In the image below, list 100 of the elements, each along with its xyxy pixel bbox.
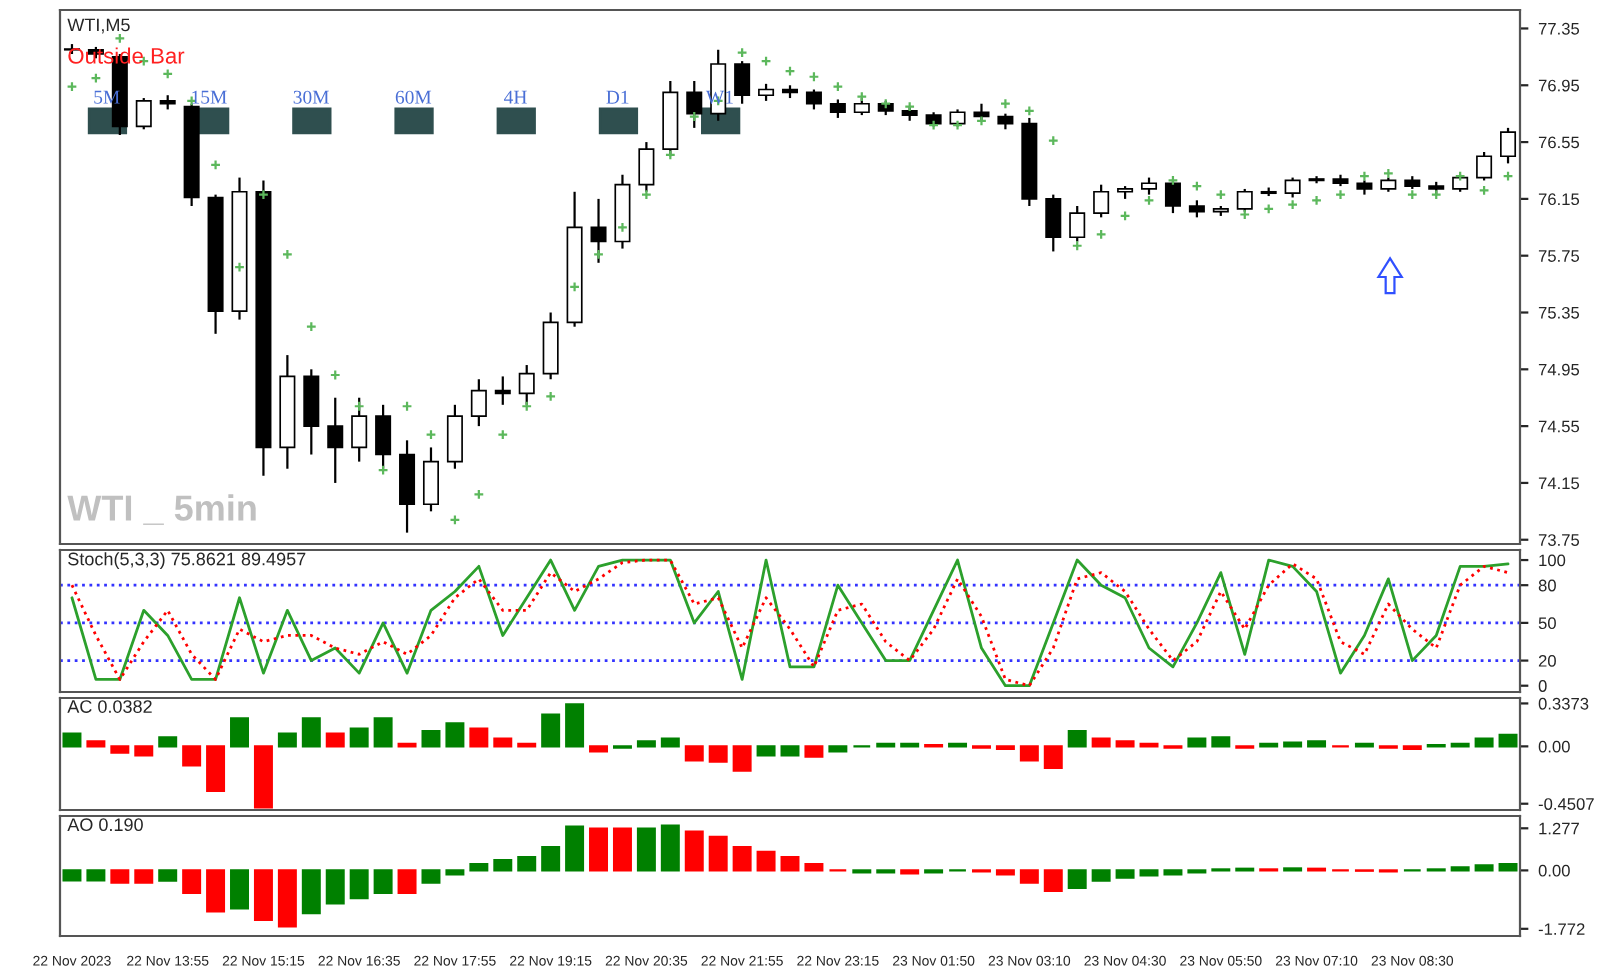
bar: [1091, 737, 1111, 748]
bar: [134, 745, 154, 757]
bar: [134, 869, 154, 884]
chart-title: AC 0.0382: [67, 700, 152, 713]
bar: [708, 835, 728, 872]
bar: [756, 850, 776, 872]
candlestick: [470, 378, 487, 428]
y-tick-label: 74.55: [1538, 420, 1580, 433]
candlestick: [1284, 176, 1301, 199]
bar: [86, 740, 106, 748]
bar: [660, 737, 680, 748]
bar: [828, 745, 848, 753]
bar: [1115, 740, 1135, 748]
bar: [1067, 729, 1087, 748]
annotation: 60M: [395, 90, 432, 104]
y-tick-label: 74.15: [1538, 477, 1580, 490]
bar: [253, 745, 273, 809]
bar: [684, 830, 704, 872]
bar: [349, 869, 369, 900]
annotation: 4H: [504, 90, 527, 104]
bar: [684, 745, 704, 762]
bar: [277, 869, 297, 928]
bar: [182, 745, 202, 767]
y-tick-label: 50: [1538, 617, 1556, 630]
bar: [277, 732, 297, 748]
bar: [517, 856, 537, 872]
bar: [1307, 740, 1327, 748]
bar: [206, 869, 226, 913]
bar: [469, 863, 489, 872]
bar: [541, 845, 561, 872]
candlestick: [327, 396, 344, 485]
bar: [1019, 869, 1039, 884]
y-tick-label: 0: [1538, 680, 1547, 692]
candlestick: [1500, 126, 1517, 165]
bar: [349, 727, 369, 748]
bar: [182, 869, 202, 894]
bar: [206, 745, 226, 793]
bar: [1043, 745, 1063, 770]
bar: [565, 825, 585, 872]
y-tick-label: 75.35: [1538, 306, 1580, 319]
bar: [1474, 737, 1494, 748]
y-tick-label: 100: [1539, 554, 1566, 567]
bar: [589, 745, 609, 753]
bar: [636, 827, 656, 872]
bar: [445, 722, 465, 748]
candlestick: [1476, 150, 1493, 182]
annotation: 15M: [192, 90, 227, 104]
y-tick-label: 80: [1538, 579, 1556, 592]
chart-title: WTI,M5: [67, 18, 130, 34]
bar: [158, 869, 178, 882]
bar: [732, 845, 752, 872]
y-tick-label: -1.772: [1538, 923, 1585, 935]
y-tick-label: 74.95: [1538, 363, 1580, 376]
bar: [158, 736, 178, 748]
bar: [301, 717, 321, 748]
bar: [469, 727, 489, 748]
candlestick: [1045, 193, 1062, 253]
bar: [708, 745, 728, 763]
candlestick: [135, 96, 152, 131]
bar: [804, 745, 824, 758]
y-tick-label: 73.75: [1538, 534, 1580, 546]
bar: [1187, 737, 1207, 748]
bar: [1115, 869, 1135, 879]
candlestick: [734, 60, 751, 105]
bar: [565, 703, 585, 748]
bar: [1139, 869, 1159, 877]
bar: [301, 869, 321, 915]
bar: [1067, 869, 1087, 889]
candlestick: [494, 375, 511, 406]
bar: [110, 869, 130, 884]
bar: [756, 745, 776, 757]
bar: [612, 827, 632, 872]
bar: [780, 745, 800, 757]
y-tick-label: 0.3373: [1538, 697, 1589, 710]
candlestick: [829, 98, 846, 120]
bar: [397, 869, 417, 894]
annotation: WTI _ 5min: [67, 494, 256, 525]
candlestick: [1093, 183, 1110, 219]
bar: [62, 732, 82, 748]
y-tick-label: 76.95: [1538, 79, 1580, 92]
y-tick-label: 1.277: [1539, 822, 1579, 835]
y-tick-label: 75.75: [1538, 250, 1580, 262]
bar: [86, 869, 106, 882]
bar: [493, 737, 513, 748]
bar: [1019, 745, 1039, 762]
candlestick: [422, 446, 439, 513]
chart-title: AO 0.190: [67, 818, 143, 832]
bar: [230, 869, 249, 910]
bar: [421, 869, 441, 884]
bar: [732, 745, 752, 772]
y-tick-label: 76.55: [1538, 136, 1580, 149]
y-tick-label: 76.15: [1538, 193, 1580, 206]
bar: [804, 863, 824, 872]
bar: [1043, 869, 1063, 892]
candlestick: [590, 197, 607, 264]
bar: [230, 717, 249, 748]
chart-title: Stoch(5,3,3) 75.8621 89.4957: [68, 552, 306, 569]
candlestick: [805, 88, 822, 111]
candlestick: [446, 403, 463, 470]
bar: [493, 859, 513, 872]
